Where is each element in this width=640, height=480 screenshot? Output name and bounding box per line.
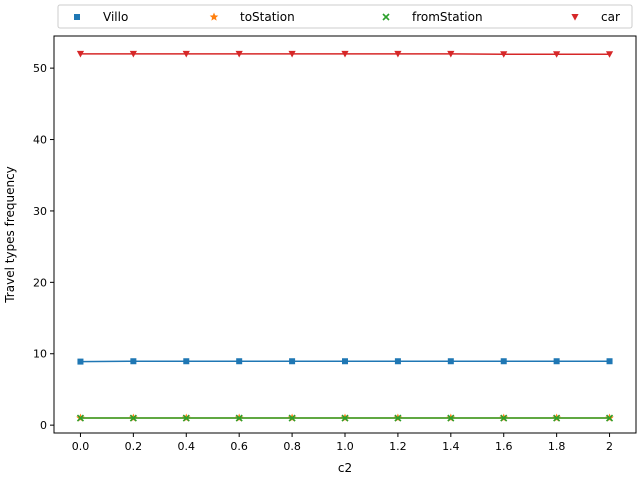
x-tick-label: 0.4 bbox=[178, 440, 196, 453]
x-tick-label: 1.2 bbox=[389, 440, 407, 453]
data-point bbox=[235, 50, 243, 58]
legend-entry: toStation bbox=[209, 10, 295, 24]
x-tick-label: 2 bbox=[606, 440, 613, 453]
data-point bbox=[500, 51, 508, 58]
series-fromStation bbox=[76, 414, 614, 422]
data-point bbox=[289, 358, 296, 365]
x-tick-label: 0.6 bbox=[230, 440, 248, 453]
data-point bbox=[553, 414, 561, 422]
data-point bbox=[182, 414, 190, 422]
y-tick-label: 0 bbox=[40, 419, 47, 432]
data-point bbox=[500, 414, 508, 422]
legend-label: Villo bbox=[103, 10, 128, 24]
data-point bbox=[447, 358, 454, 365]
y-axis: 0 10 20 30 40 50 bbox=[33, 62, 54, 432]
data-point bbox=[236, 358, 243, 365]
x-tick-label: 0.2 bbox=[125, 440, 143, 453]
x-tick-label: 0.0 bbox=[72, 440, 90, 453]
legend-entry: Villo bbox=[74, 10, 128, 24]
legend-marker bbox=[571, 14, 579, 21]
y-tick-label: 40 bbox=[33, 134, 47, 147]
data-point bbox=[553, 51, 561, 58]
data-point bbox=[447, 414, 455, 422]
data-point bbox=[394, 358, 401, 365]
legend-entry: car bbox=[571, 10, 620, 24]
legend: Villo toStation fromStation car bbox=[57, 4, 633, 29]
y-tick-label: 20 bbox=[33, 276, 47, 289]
legend-marker bbox=[74, 14, 80, 20]
data-point bbox=[129, 50, 137, 58]
x-axis: 0.0 0.2 0.4 0.6 0.8 1.0 1.2 1.4 1.6 1.8 2 bbox=[72, 433, 613, 453]
data-point bbox=[235, 414, 243, 422]
legend-marker bbox=[382, 13, 390, 21]
data-point bbox=[129, 414, 137, 422]
y-tick-label: 50 bbox=[33, 62, 47, 75]
series-Villo bbox=[77, 358, 613, 365]
plot-area-frame bbox=[53, 35, 637, 434]
series-car bbox=[76, 50, 614, 58]
data-point bbox=[182, 50, 190, 58]
data-point bbox=[130, 358, 137, 365]
data-point bbox=[606, 358, 613, 365]
data-point bbox=[341, 414, 349, 422]
x-tick-label: 0.8 bbox=[283, 440, 301, 453]
data-point bbox=[553, 358, 560, 365]
legend-label: car bbox=[601, 10, 620, 24]
data-point bbox=[447, 50, 455, 58]
legend-entry: fromStation bbox=[382, 10, 483, 24]
legend-box bbox=[57, 4, 633, 29]
data-point bbox=[77, 358, 84, 365]
data-point bbox=[288, 50, 296, 58]
legend-label: fromStation bbox=[412, 10, 483, 24]
data-point bbox=[341, 50, 349, 58]
y-axis-label: Travel types frequency bbox=[3, 166, 17, 304]
data-point bbox=[500, 358, 507, 365]
data-point bbox=[288, 414, 296, 422]
data-point bbox=[605, 51, 614, 58]
x-tick-label: 1.0 bbox=[336, 440, 354, 453]
series-layer bbox=[76, 50, 614, 422]
legend-marker bbox=[209, 12, 219, 21]
data-point bbox=[76, 50, 85, 58]
x-tick-label: 1.4 bbox=[442, 440, 460, 453]
x-tick-label: 1.8 bbox=[548, 440, 566, 453]
data-point bbox=[394, 414, 402, 422]
data-point bbox=[183, 358, 190, 365]
y-tick-label: 30 bbox=[33, 205, 47, 218]
data-point bbox=[605, 414, 614, 422]
x-tick-label: 1.6 bbox=[495, 440, 513, 453]
data-point bbox=[76, 414, 85, 422]
legend-label: toStation bbox=[240, 10, 295, 24]
x-axis-label: c2 bbox=[338, 461, 352, 475]
data-point bbox=[394, 50, 402, 58]
y-tick-label: 10 bbox=[33, 348, 47, 361]
data-point bbox=[342, 358, 348, 365]
